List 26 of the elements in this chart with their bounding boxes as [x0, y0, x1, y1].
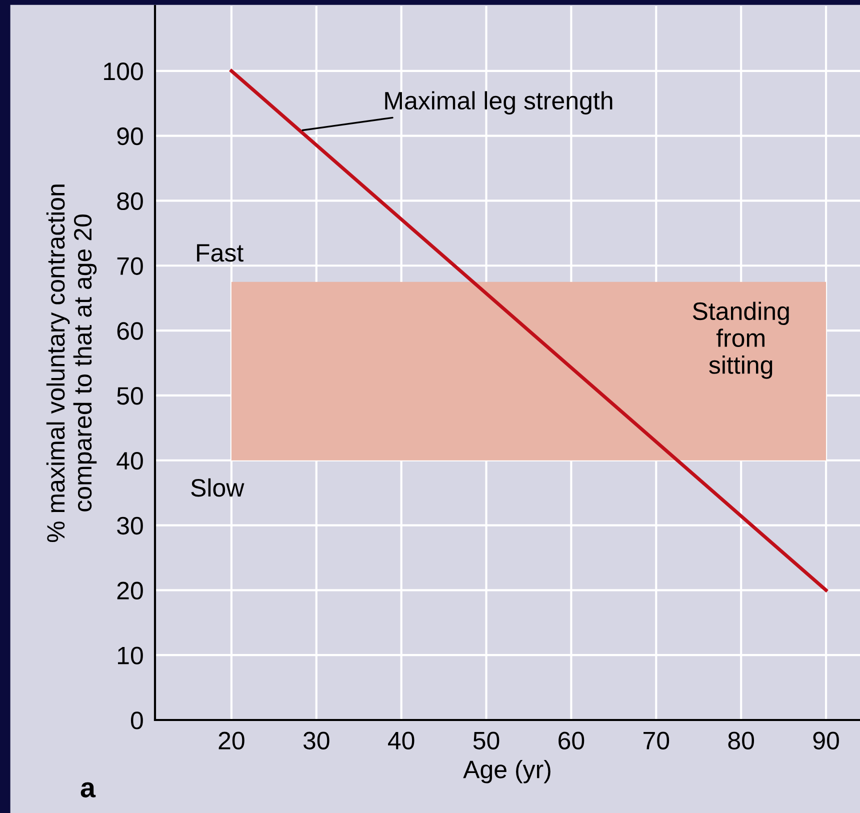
y-tick-label: 70 — [117, 257, 143, 275]
y-tick-label: 0 — [130, 712, 143, 730]
y-tick-label: 90 — [117, 127, 143, 146]
y-axis-title: % maximal voluntary contraction compared to that at age 20 — [46, 184, 97, 542]
y-tick-label: 40 — [116, 452, 143, 470]
band-label: Standing from sitting — [692, 302, 789, 379]
y-tick-label: 50 — [117, 387, 143, 405]
x-tick-label: 80 — [728, 732, 754, 750]
x-axis-title: Age (yr) — [463, 760, 550, 784]
x-tick-label: 50 — [473, 732, 500, 750]
annotation: Slow — [191, 478, 244, 497]
x-tick-label: 90 — [813, 732, 839, 750]
y-tick-label: 20 — [117, 582, 143, 600]
y-tick-label: 10 — [118, 646, 143, 664]
y-tick-label: 80 — [117, 192, 143, 210]
x-tick-label: 40 — [388, 732, 414, 750]
x-tick-label: 30 — [303, 732, 330, 750]
y-tick-label: 100 — [104, 62, 143, 80]
y-tick-label: 60 — [117, 322, 143, 340]
x-tick-label: 60 — [558, 732, 584, 750]
annotation: Fast — [197, 244, 244, 262]
x-tick-label: 20 — [218, 732, 244, 750]
x-tick-label: 70 — [644, 732, 670, 750]
y-tick-label: 30 — [117, 516, 143, 535]
text: Maximal leg strength — [385, 91, 612, 114]
text: a — [80, 782, 96, 798]
